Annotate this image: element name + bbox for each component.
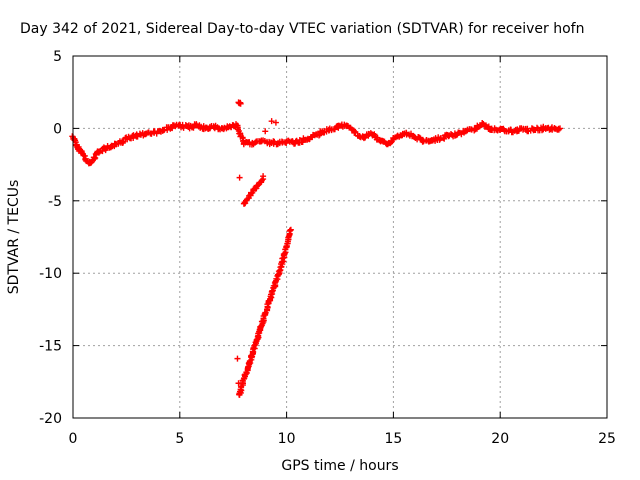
y-axis-label: SDTVAR / TECUs	[6, 180, 22, 295]
data-layer	[69, 99, 564, 398]
data-point	[234, 355, 241, 362]
data-point	[262, 128, 269, 135]
data-point	[260, 173, 267, 180]
y-tick-label: -15	[39, 339, 62, 355]
y-tick-label: 5	[53, 49, 62, 65]
x-tick-label: 0	[69, 431, 78, 447]
data-point	[272, 119, 279, 126]
x-tick-label: 10	[278, 431, 296, 447]
x-tick-label: 25	[598, 431, 616, 447]
axis-labels: GPS time / hours SDTVAR / TECUs	[6, 180, 399, 474]
y-tick-label: -20	[39, 411, 62, 427]
tick-layer: 0 5 10 15 20 25 5 0 -5 -10 -15 -20	[39, 49, 616, 447]
chart-title: Day 342 of 2021, Sidereal Day-to-day VTE…	[20, 21, 584, 37]
x-tick-label: 15	[384, 431, 402, 447]
data-point	[268, 118, 275, 125]
plot-frame	[72, 55, 608, 419]
series-isolated-points	[234, 118, 279, 387]
x-tick-label: 5	[175, 431, 184, 447]
x-axis-label: GPS time / hours	[281, 458, 398, 474]
y-tick-label: -5	[48, 194, 62, 210]
y-tick-label: 0	[53, 121, 62, 137]
dense-trace	[69, 99, 562, 398]
data-point	[236, 174, 243, 181]
x-tick-label: 20	[491, 431, 509, 447]
y-tick-label: -10	[39, 266, 62, 282]
